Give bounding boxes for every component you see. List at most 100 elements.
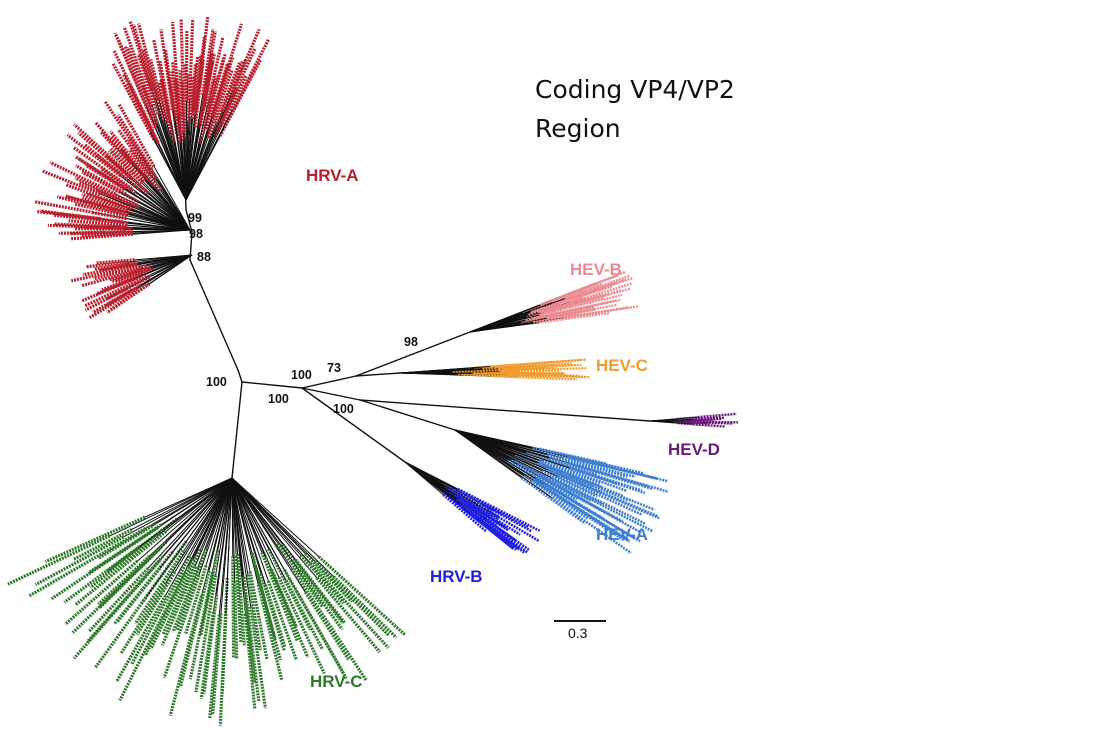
fan-leaf bbox=[532, 306, 630, 324]
fan-leaf bbox=[201, 28, 215, 96]
branch-hrva-stem bbox=[189, 259, 239, 371]
bootstrap-hrv-a-88: 88 bbox=[197, 250, 211, 264]
fan-leaf bbox=[315, 577, 382, 654]
fan-leaf bbox=[276, 542, 324, 608]
fan-leaf bbox=[175, 548, 208, 631]
fan-leaf bbox=[116, 114, 154, 170]
fan-leaf bbox=[84, 143, 123, 176]
bootstrap-hev-73: 73 bbox=[327, 361, 341, 375]
fan-leaf bbox=[282, 568, 345, 674]
fan-leaf bbox=[214, 61, 242, 124]
branch-hrva-inner-2 bbox=[185, 209, 193, 233]
clade-label-hev-a: HEV-A bbox=[596, 525, 648, 544]
fan-leaf bbox=[202, 594, 219, 694]
fan-leaf bbox=[54, 213, 128, 225]
fan-leaf bbox=[64, 559, 139, 626]
fan-inner-branch bbox=[159, 477, 233, 569]
fan-leaf bbox=[135, 571, 177, 636]
fan-inner-branch bbox=[198, 477, 233, 576]
fan-inner-branch bbox=[231, 477, 296, 560]
fan-leaf bbox=[551, 496, 632, 555]
fan-leaf bbox=[210, 23, 243, 118]
fan-leaf bbox=[68, 219, 128, 227]
fan-leaf bbox=[119, 582, 168, 655]
fan-leaf bbox=[564, 274, 631, 300]
fan-leaf bbox=[81, 170, 121, 194]
fan-leaf bbox=[100, 167, 137, 194]
fan-leaf bbox=[97, 554, 151, 606]
fan-leaf bbox=[541, 469, 598, 498]
fan-leaf bbox=[94, 261, 136, 271]
fan-leaf bbox=[97, 524, 154, 560]
fan-leaf bbox=[532, 446, 645, 475]
fan-inner-branch bbox=[216, 477, 233, 595]
fan-leaf bbox=[71, 264, 141, 283]
fan-inner-branch bbox=[160, 477, 233, 548]
clade-fans bbox=[7, 16, 738, 726]
fan-leaf bbox=[190, 56, 200, 119]
fan-leaf bbox=[540, 287, 632, 314]
fan-leaf bbox=[294, 558, 346, 624]
fan-inner-branch bbox=[154, 127, 187, 201]
fan-leaf bbox=[44, 515, 146, 564]
fan-leaf bbox=[295, 590, 348, 680]
fan-leaf bbox=[56, 195, 129, 217]
fan-leaf bbox=[159, 29, 175, 111]
fan-leaf bbox=[86, 260, 128, 269]
bootstrap-hrv-b-100: 100 bbox=[268, 392, 289, 406]
fan-inner-branch bbox=[174, 477, 233, 573]
fan-leaf bbox=[234, 555, 243, 643]
bootstrap-hev-ad-100: 100 bbox=[333, 402, 354, 416]
fan-inner-branch bbox=[469, 304, 541, 333]
fan-leaf bbox=[481, 503, 533, 533]
fan-leaf bbox=[7, 534, 111, 586]
fan-leaf bbox=[63, 545, 141, 604]
fan-leaf bbox=[73, 528, 133, 561]
fan-inner-branch bbox=[119, 175, 191, 231]
fan-leaf bbox=[127, 138, 157, 180]
fan-leaf bbox=[532, 478, 631, 543]
clade-fan-hev-c bbox=[399, 358, 590, 381]
fan-inner-branch bbox=[162, 477, 233, 557]
fan-leaf bbox=[551, 476, 647, 526]
fan-leaf bbox=[298, 569, 344, 631]
fan-leaf bbox=[459, 503, 526, 554]
fan-leaf bbox=[452, 368, 519, 373]
clade-label-hrv-b: HRV-B bbox=[430, 567, 483, 586]
fan-leaf bbox=[168, 595, 203, 717]
fan-leaf bbox=[211, 613, 223, 716]
fan-inner-branch bbox=[208, 477, 233, 571]
fan-leaf bbox=[685, 420, 738, 424]
fan-inner-branch bbox=[109, 477, 233, 537]
fan-leaf bbox=[136, 53, 160, 115]
fan-leaf bbox=[500, 369, 561, 373]
fan-inner-branch bbox=[399, 366, 491, 374]
fan-leaf bbox=[507, 459, 578, 501]
fan-leaf bbox=[89, 534, 159, 589]
branch-hev-down bbox=[301, 387, 361, 401]
fan-leaf bbox=[458, 372, 534, 377]
fan-leaf bbox=[266, 580, 298, 661]
fan-leaf bbox=[88, 287, 139, 319]
fan-leaf bbox=[83, 225, 133, 231]
fan-leaf bbox=[149, 558, 195, 650]
fan-leaf bbox=[492, 375, 577, 381]
fan-leaf bbox=[95, 188, 140, 210]
fan-inner-branch bbox=[185, 116, 213, 201]
fan-leaf bbox=[539, 293, 623, 317]
fan-leaf bbox=[197, 30, 217, 124]
fan-leaf bbox=[290, 567, 368, 682]
fan-leaf bbox=[250, 552, 277, 639]
clade-label-hrv-a: HRV-A bbox=[306, 166, 359, 185]
fan-leaf bbox=[136, 23, 161, 101]
fan-inner-branch bbox=[185, 94, 204, 201]
fan-inner-branch bbox=[153, 166, 191, 231]
fan-leaf bbox=[547, 453, 628, 478]
fan-leaf bbox=[50, 526, 159, 601]
fan-leaf bbox=[520, 476, 586, 525]
fan-leaf bbox=[71, 540, 168, 634]
fan-leaf bbox=[81, 196, 128, 213]
fan-inner-branch bbox=[137, 477, 233, 562]
fan-leaf bbox=[160, 566, 197, 646]
fan-leaf bbox=[230, 38, 271, 112]
